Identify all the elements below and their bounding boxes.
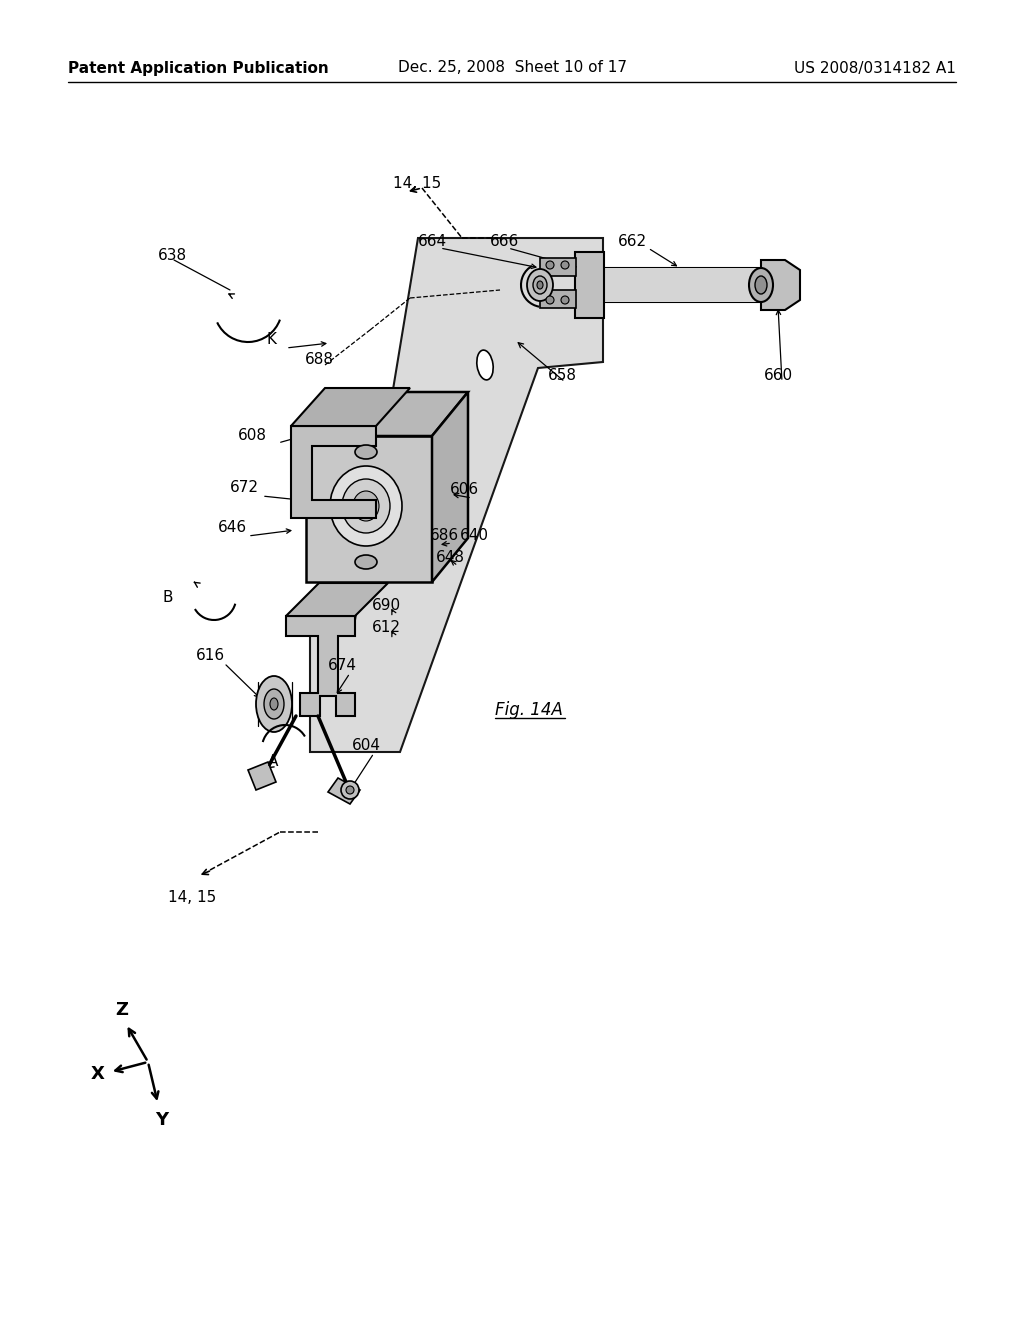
Polygon shape xyxy=(761,260,800,310)
Text: 674: 674 xyxy=(328,657,357,672)
Text: US 2008/0314182 A1: US 2008/0314182 A1 xyxy=(795,61,956,75)
Text: 666: 666 xyxy=(490,235,519,249)
Text: 606: 606 xyxy=(450,483,479,498)
Circle shape xyxy=(561,261,569,269)
Polygon shape xyxy=(432,392,468,582)
Text: 14, 15: 14, 15 xyxy=(393,176,441,190)
Ellipse shape xyxy=(330,466,402,546)
Text: 616: 616 xyxy=(196,648,225,663)
Text: 660: 660 xyxy=(764,367,794,383)
Ellipse shape xyxy=(527,269,553,301)
Text: 658: 658 xyxy=(548,367,577,383)
Text: X: X xyxy=(91,1065,104,1082)
Polygon shape xyxy=(286,616,355,715)
Text: 686: 686 xyxy=(430,528,459,543)
Ellipse shape xyxy=(537,281,543,289)
Ellipse shape xyxy=(355,554,377,569)
Circle shape xyxy=(561,296,569,304)
Ellipse shape xyxy=(422,531,438,560)
Text: 690: 690 xyxy=(372,598,401,614)
Circle shape xyxy=(546,261,554,269)
Circle shape xyxy=(341,781,359,799)
Text: A: A xyxy=(268,755,279,770)
Ellipse shape xyxy=(450,440,466,470)
Polygon shape xyxy=(310,238,603,752)
Text: 648: 648 xyxy=(436,550,465,565)
Ellipse shape xyxy=(256,676,292,733)
Ellipse shape xyxy=(342,479,390,533)
Ellipse shape xyxy=(353,491,379,521)
Circle shape xyxy=(546,296,554,304)
Text: Dec. 25, 2008  Sheet 10 of 17: Dec. 25, 2008 Sheet 10 of 17 xyxy=(397,61,627,75)
Text: 662: 662 xyxy=(618,235,647,249)
Text: 14, 15: 14, 15 xyxy=(168,891,216,906)
Ellipse shape xyxy=(361,500,371,512)
Text: 646: 646 xyxy=(218,520,247,536)
Ellipse shape xyxy=(270,698,278,710)
Polygon shape xyxy=(306,436,432,582)
Text: 608: 608 xyxy=(238,428,267,442)
Ellipse shape xyxy=(264,689,284,719)
Text: Patent Application Publication: Patent Application Publication xyxy=(68,61,329,75)
Text: 612: 612 xyxy=(372,620,401,635)
Text: 640: 640 xyxy=(460,528,489,543)
Circle shape xyxy=(346,785,354,795)
Polygon shape xyxy=(291,426,376,517)
Text: 688: 688 xyxy=(305,352,334,367)
Ellipse shape xyxy=(355,445,377,459)
Polygon shape xyxy=(540,290,575,308)
Ellipse shape xyxy=(534,276,547,294)
Text: 664: 664 xyxy=(418,235,447,249)
Text: Z: Z xyxy=(116,1001,128,1019)
Polygon shape xyxy=(575,252,604,318)
Polygon shape xyxy=(306,392,468,436)
Text: K: K xyxy=(266,333,276,347)
Bar xyxy=(578,268,761,302)
Polygon shape xyxy=(540,257,575,276)
Text: Fig. 14A: Fig. 14A xyxy=(495,701,563,719)
Polygon shape xyxy=(291,388,410,426)
Text: Y: Y xyxy=(156,1111,169,1129)
Ellipse shape xyxy=(749,268,773,302)
Polygon shape xyxy=(328,777,360,804)
Text: 638: 638 xyxy=(158,248,187,263)
Ellipse shape xyxy=(477,350,494,380)
Ellipse shape xyxy=(755,276,767,294)
Polygon shape xyxy=(248,762,276,789)
Text: 604: 604 xyxy=(352,738,381,752)
Text: B: B xyxy=(162,590,172,606)
Polygon shape xyxy=(286,583,388,616)
Text: 672: 672 xyxy=(230,480,259,495)
